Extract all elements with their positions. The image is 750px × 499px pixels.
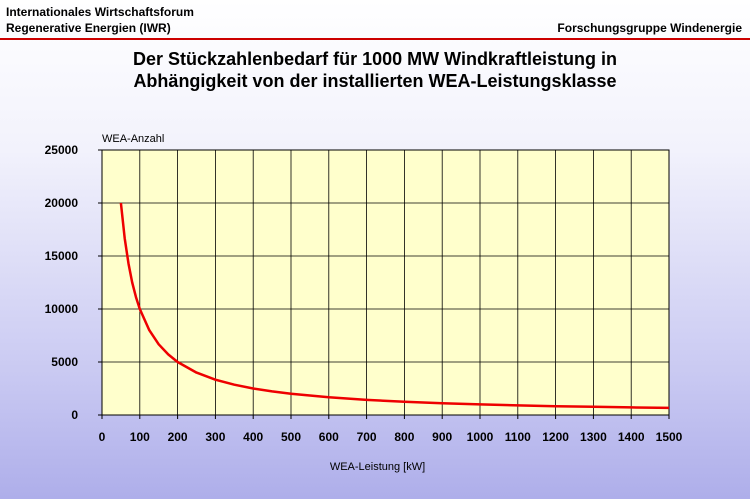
x-tick-label: 300 (205, 430, 225, 444)
org-subtitle: Regenerative Energien (IWR) (6, 21, 171, 35)
x-tick-label: 0 (99, 430, 106, 444)
x-tick-label: 1300 (580, 430, 607, 444)
x-tick-label: 100 (130, 430, 150, 444)
y-tick-label: 10000 (45, 302, 79, 316)
chart-title-line2: Abhängigkeit von der installierten WEA-L… (133, 71, 617, 91)
x-tick-label: 900 (432, 430, 452, 444)
x-tick-label: 200 (168, 430, 188, 444)
x-tick-label: 1100 (505, 430, 531, 444)
x-tick-label: 1500 (656, 430, 683, 444)
x-tick-label: 700 (357, 430, 377, 444)
x-tick-label: 600 (319, 430, 339, 444)
series-line (119, 202, 670, 410)
x-axis-label: WEA-Leistung [kW] (330, 461, 425, 473)
org-name: Internationales Wirtschaftsforum (6, 5, 194, 19)
y-tick-label: 20000 (45, 196, 79, 210)
y-tick-label: 15000 (45, 249, 79, 263)
x-tick-label: 800 (394, 430, 414, 444)
x-tick-label: 500 (281, 430, 301, 444)
header-rule (0, 38, 750, 40)
y-tick-label: 25000 (45, 143, 79, 157)
x-tick-label: 400 (243, 430, 263, 444)
research-group-label: Forschungsgruppe Windenergie (557, 21, 742, 35)
plot-area (101, 149, 670, 416)
y-tick-label: 0 (71, 408, 78, 422)
x-tick-label: 1400 (618, 430, 645, 444)
y-tick-label: 5000 (51, 355, 78, 369)
chart-title-line1: Der Stückzahlenbedarf für 1000 MW Windkr… (133, 49, 617, 69)
header-left: Internationales Wirtschaftsforum Regener… (6, 4, 194, 36)
y-axis-label: WEA-Anzahl (102, 133, 164, 145)
x-tick-label: 1200 (542, 430, 569, 444)
chart-title: Der Stückzahlenbedarf für 1000 MW Windkr… (0, 48, 750, 92)
x-tick-label: 1000 (467, 430, 494, 444)
